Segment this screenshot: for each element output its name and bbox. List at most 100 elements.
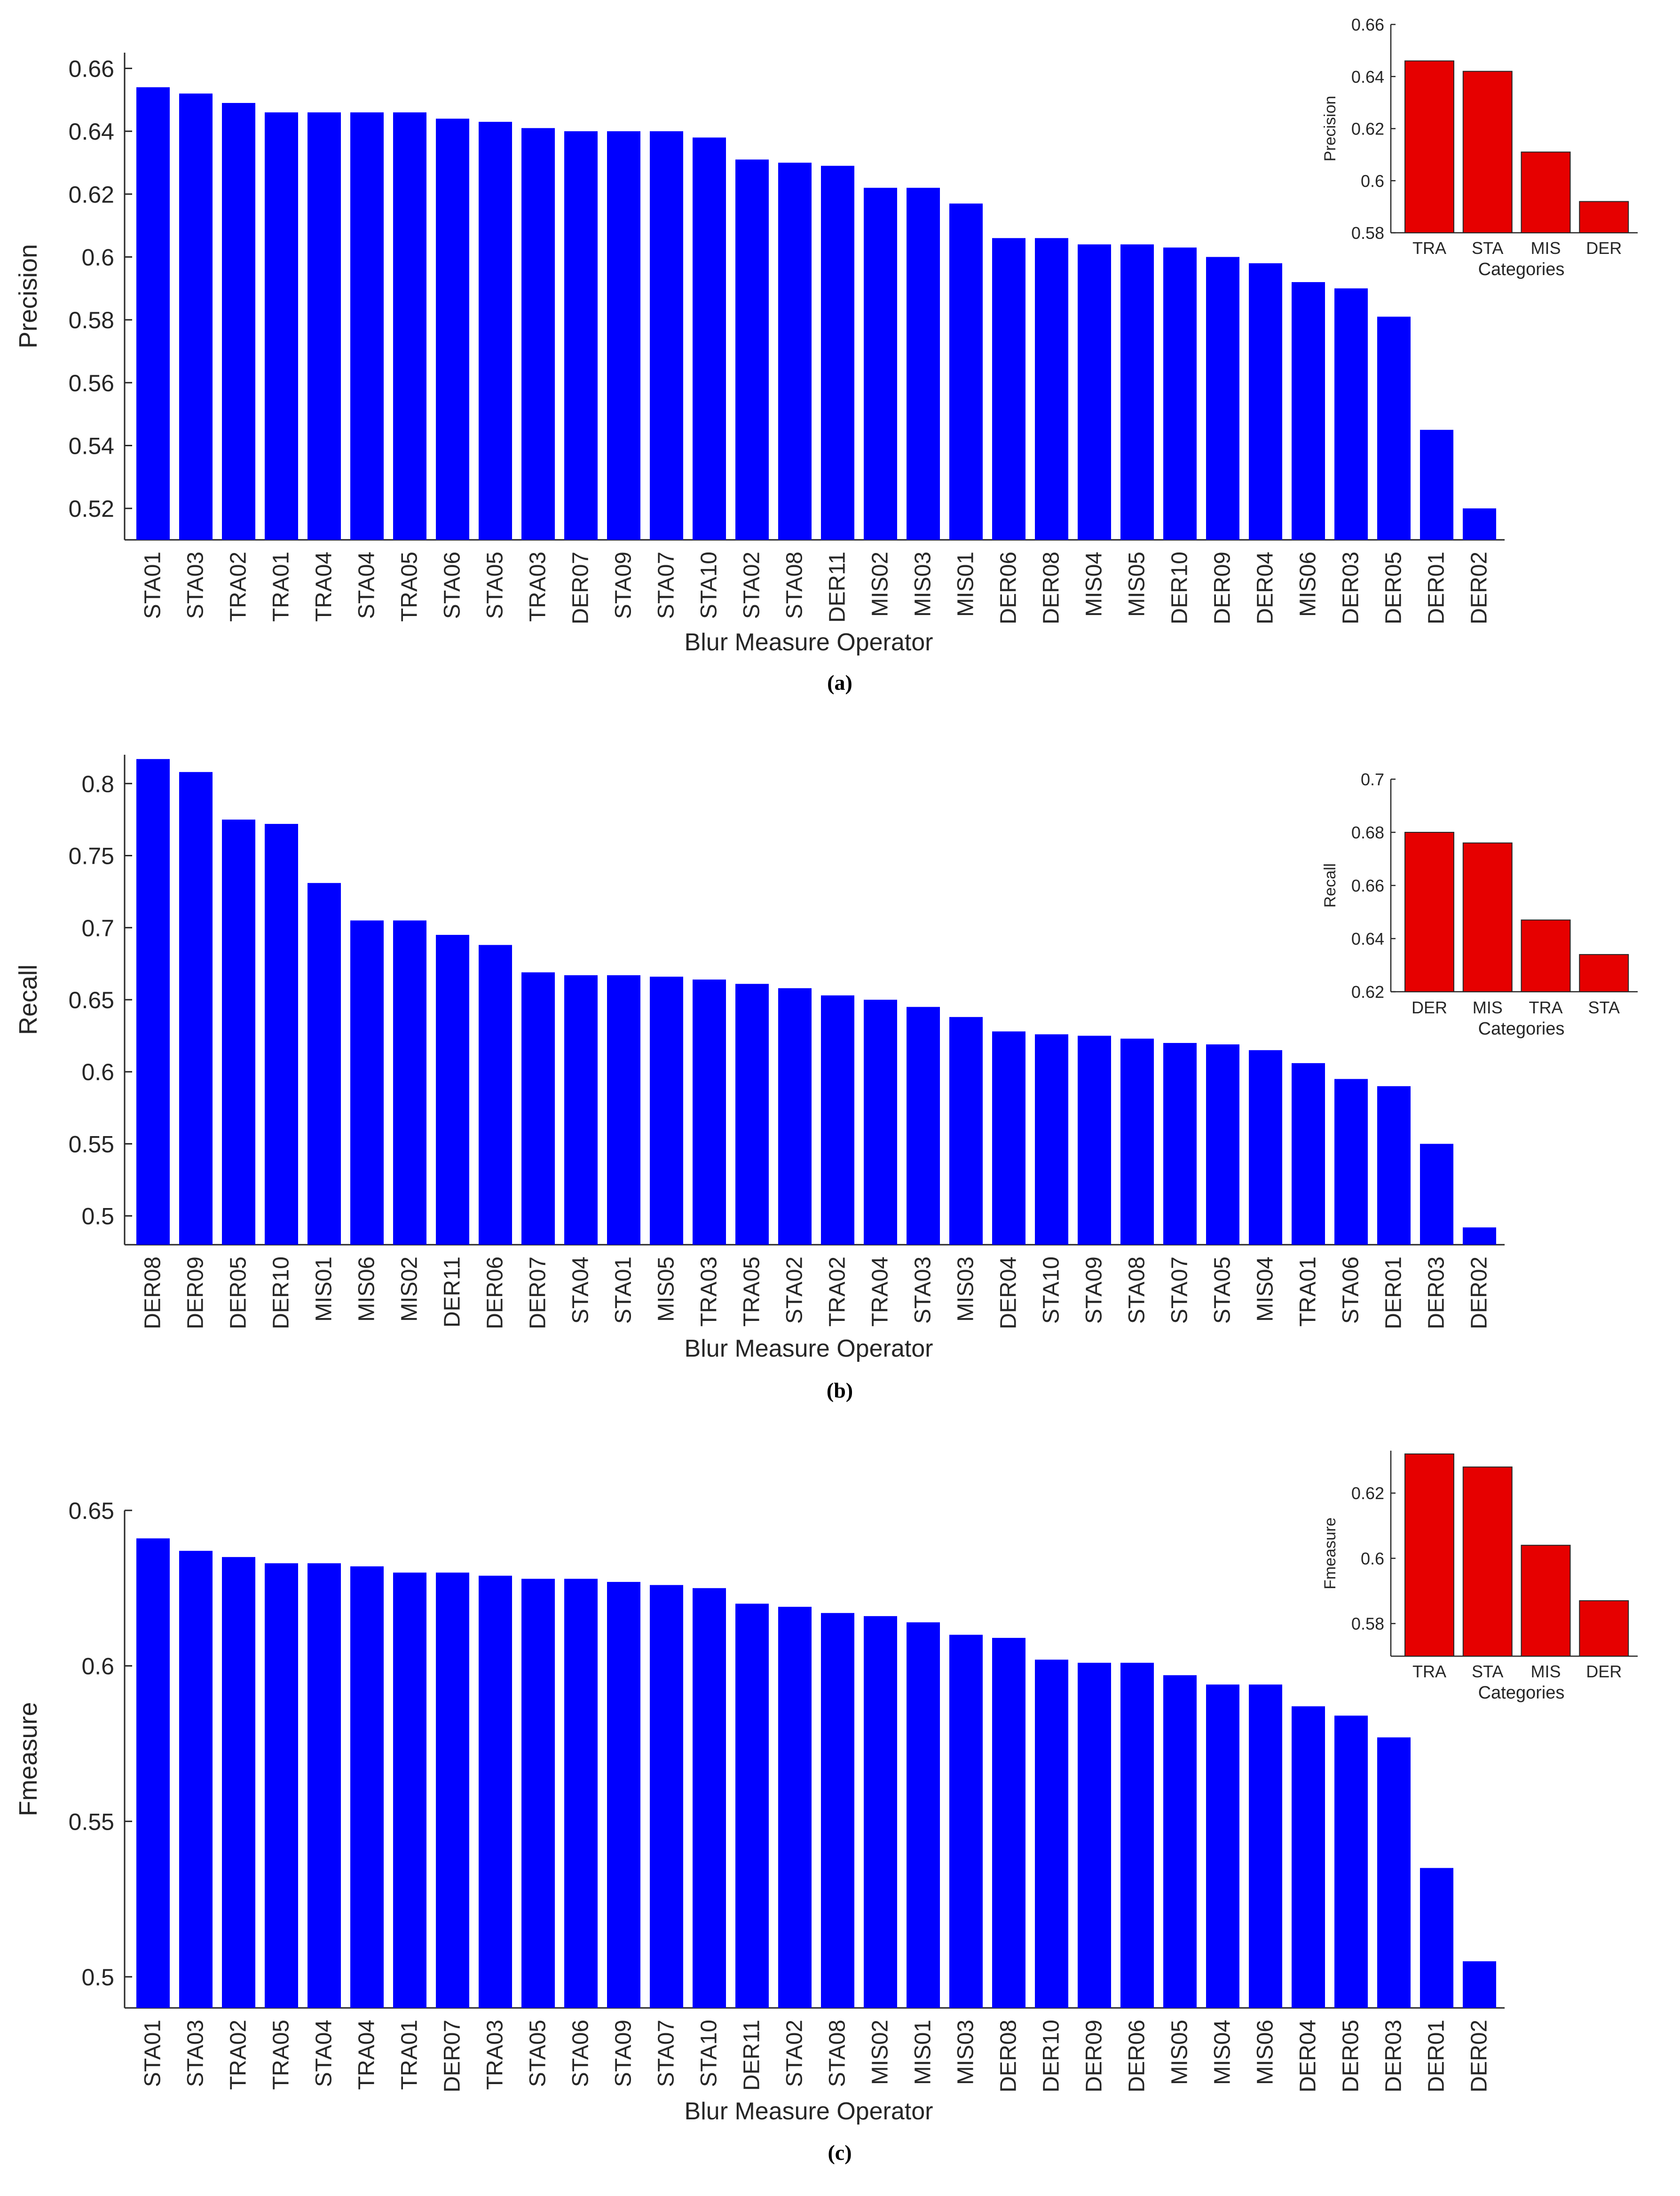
y-tick-label: 0.62 xyxy=(69,182,114,208)
y-tick-label: 0.6 xyxy=(81,244,114,270)
inset-x-tick-label: DER xyxy=(1586,238,1622,258)
x-tick-label: DER06 xyxy=(996,552,1021,624)
x-tick-label: MIS05 xyxy=(1125,552,1150,617)
x-tick-label: STA02 xyxy=(740,552,765,619)
x-tick-label: STA06 xyxy=(1339,1256,1364,1324)
x-tick-label: DER07 xyxy=(440,2020,465,2093)
y-tick-label: 0.64 xyxy=(69,118,114,145)
x-tick-label: STA01 xyxy=(141,2020,166,2087)
x-axis-title: Blur Measure Operator xyxy=(685,2098,933,2125)
bar-DER07 xyxy=(436,1572,469,2008)
bar-STA01 xyxy=(136,1538,170,2008)
x-tick-label: MIS05 xyxy=(654,1256,679,1322)
bar-STA06 xyxy=(436,118,469,540)
x-tick-label: TRA02 xyxy=(226,552,251,622)
bar-TRA03 xyxy=(521,128,555,540)
x-tick-label: STA03 xyxy=(183,552,208,619)
inset-bar-TRA xyxy=(1521,919,1571,992)
x-tick-label: MIS05 xyxy=(1167,2020,1192,2085)
inset-bar-MIS xyxy=(1462,842,1513,992)
inset-x-tick-label: MIS xyxy=(1530,1662,1561,1681)
x-tick-label: TRA02 xyxy=(226,2020,251,2090)
inset-y-tick-label: 0.62 xyxy=(1351,119,1384,139)
x-tick-label: STA06 xyxy=(440,552,465,619)
inset-y-tick-label: 0.66 xyxy=(1351,15,1384,34)
inset-x-tick-label: DER xyxy=(1586,1662,1622,1681)
x-tick-label: STA09 xyxy=(611,2020,636,2087)
bar-MIS05 xyxy=(650,976,683,1245)
x-tick-label: DER10 xyxy=(1039,2020,1064,2093)
bar-MIS01 xyxy=(308,883,341,1245)
x-tick-label: DER10 xyxy=(1167,552,1192,624)
bar-DER03 xyxy=(1420,1144,1453,1245)
x-tick-label: TRA04 xyxy=(868,1256,893,1327)
bar-STA10 xyxy=(693,1588,726,2008)
x-tick-label: MIS03 xyxy=(954,2020,978,2085)
y-tick-label: 0.56 xyxy=(69,370,114,396)
y-tick-label: 0.6 xyxy=(81,1059,114,1085)
x-tick-label: DER03 xyxy=(1339,552,1364,624)
x-tick-label: DER02 xyxy=(1467,1256,1492,1329)
inset-y-tick-label: 0.68 xyxy=(1351,823,1384,842)
x-tick-label: TRA02 xyxy=(825,1256,850,1327)
x-tick-label: TRA03 xyxy=(483,2020,508,2090)
y-tick-label: 0.52 xyxy=(69,496,114,522)
x-tick-label: STA07 xyxy=(654,552,679,619)
bar-STA10 xyxy=(1035,1034,1068,1245)
bar-STA04 xyxy=(350,112,384,540)
bar-DER06 xyxy=(479,945,512,1245)
bar-STA05 xyxy=(1206,1044,1239,1245)
x-tick-label: STA02 xyxy=(782,1256,807,1324)
x-tick-label: STA06 xyxy=(568,2020,593,2087)
panel-label: (c) xyxy=(828,2141,852,2164)
x-tick-label: STA03 xyxy=(183,2020,208,2087)
bar-TRA02 xyxy=(222,103,255,540)
y-tick-label: 0.8 xyxy=(81,771,114,797)
bar-STA03 xyxy=(179,1550,213,2008)
bar-TRA05 xyxy=(393,112,426,540)
x-tick-label: TRA05 xyxy=(269,2020,294,2090)
x-tick-label: MIS04 xyxy=(1253,1256,1278,1322)
bar-TRA01 xyxy=(393,1572,426,2008)
bar-STA01 xyxy=(136,87,170,540)
x-tick-label: STA09 xyxy=(611,552,636,619)
bar-TRA02 xyxy=(821,995,854,1245)
bar-DER11 xyxy=(436,935,469,1245)
x-tick-label: DER08 xyxy=(1039,552,1064,624)
inset-x-tick-label: STA xyxy=(1472,1662,1503,1681)
x-tick-label: DER04 xyxy=(996,1256,1021,1329)
bar-MIS05 xyxy=(1120,244,1154,540)
inset-bar-STA xyxy=(1579,954,1629,993)
bar-STA08 xyxy=(821,1613,854,2008)
bar-STA07 xyxy=(650,131,683,540)
bar-DER08 xyxy=(992,1638,1025,2008)
x-tick-label: STA05 xyxy=(483,552,508,619)
inset-x-axis-title: Categories xyxy=(1478,260,1565,279)
inset-x-tick-label: MIS xyxy=(1473,998,1503,1017)
y-tick-label: 0.65 xyxy=(69,987,114,1013)
x-tick-label: STA10 xyxy=(697,552,722,619)
bar-STA03 xyxy=(907,1007,940,1245)
x-tick-label: DER05 xyxy=(226,1256,251,1329)
inset-bar-STA xyxy=(1462,71,1513,234)
bar-DER05 xyxy=(1377,316,1411,540)
x-tick-label: DER06 xyxy=(483,1256,508,1329)
bar-MIS06 xyxy=(1249,1684,1282,2008)
bar-DER07 xyxy=(521,972,555,1245)
x-tick-label: DER04 xyxy=(1253,552,1278,624)
bar-MIS03 xyxy=(907,188,940,540)
x-tick-label: TRA05 xyxy=(740,1256,765,1327)
inset-y-axis-title: Fmeasure xyxy=(1321,1517,1339,1589)
inset-chart-a: 0.58 0.6 0.62 0.64 0.66 TRA STA MIS DER Categorie… xyxy=(1321,15,1638,279)
bar-MIS06 xyxy=(350,920,384,1245)
x-tick-label: MIS01 xyxy=(312,1256,337,1322)
x-tick-label: MIS01 xyxy=(911,2020,936,2085)
x-tick-label: DER06 xyxy=(1125,2020,1150,2093)
x-tick-label: DER11 xyxy=(825,552,850,623)
x-tick-label: TRA01 xyxy=(397,2020,422,2090)
x-tick-label: DER05 xyxy=(1381,552,1406,624)
inset-y-tick-label: 0.6 xyxy=(1361,171,1384,190)
y-tick-label: 0.55 xyxy=(69,1809,114,1835)
